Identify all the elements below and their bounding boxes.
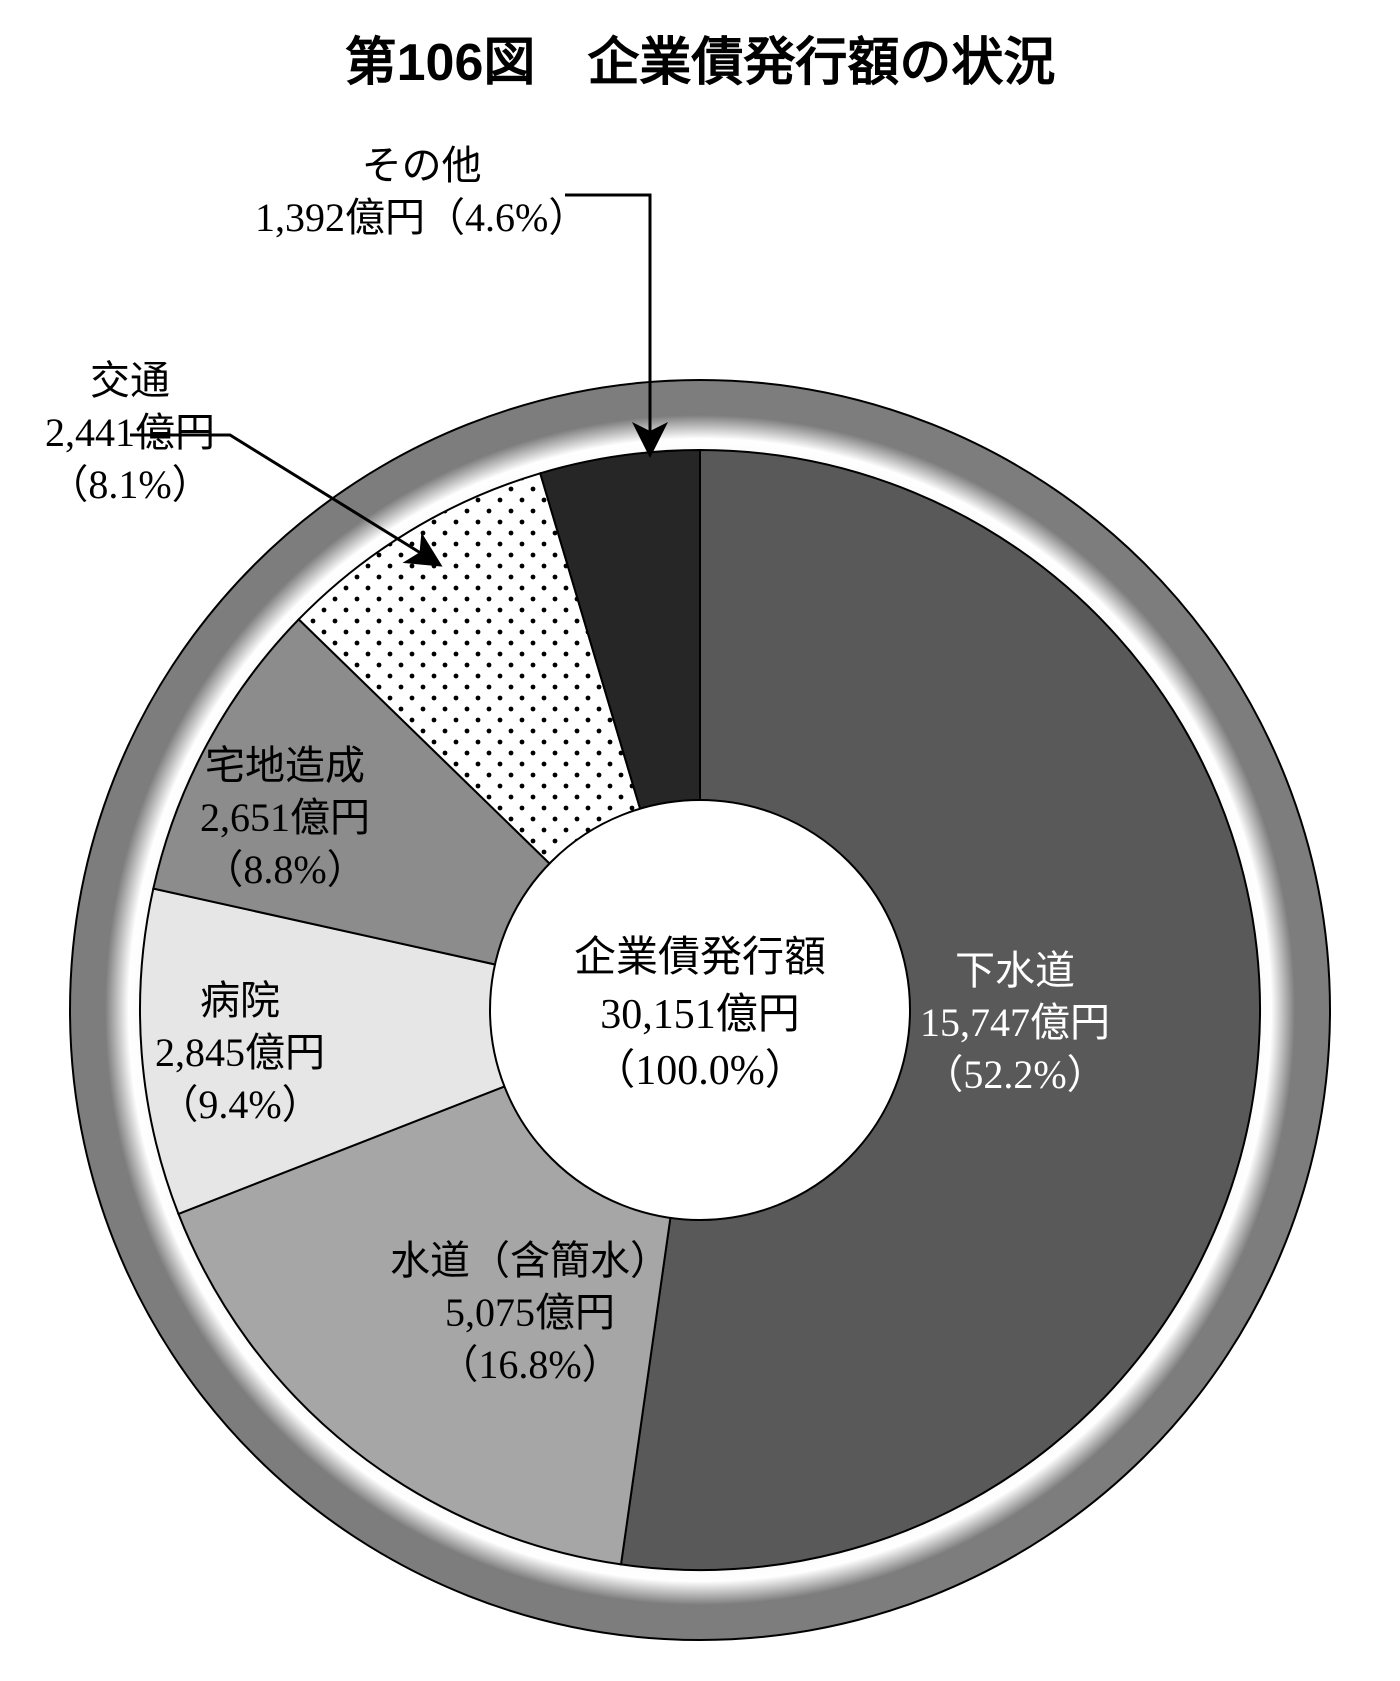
label-hospital: 病院 2,845億円 （9.4%） (155, 975, 325, 1131)
center-label: 企業債発行額 30,151億円 （100.0%） (560, 930, 840, 1100)
label-sewer: 下水道 15,747億円 （52.2%） (920, 945, 1110, 1101)
center-line1: 企業債発行額 (574, 935, 826, 981)
label-other: その他 1,392億円（4.6%） (255, 140, 588, 244)
center-line2: 30,151億円 (600, 992, 800, 1038)
center-line3: （100.0%） (593, 1048, 807, 1094)
label-water: 水道（含簡水） 5,075億円 （16.8%） (390, 1235, 670, 1391)
label-land: 宅地造成 2,651億円 （8.8%） (200, 740, 370, 896)
page: 第106図 企業債発行額の状況 企業債発行額 30,151億円 （100.0%） (0, 0, 1400, 1681)
label-transport: 交通 2,441億円 （8.1%） (45, 355, 215, 511)
